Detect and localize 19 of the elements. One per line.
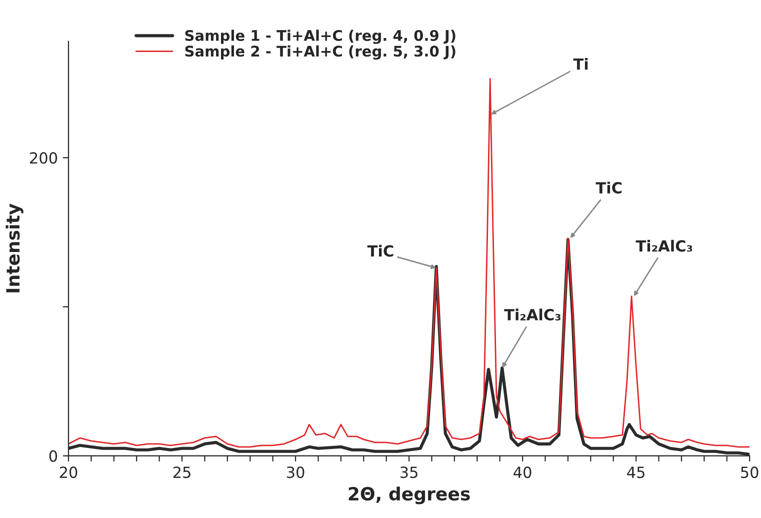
legend-label: Sample 2 - Ti+Al+C (reg. 5, 3.0 J): [185, 45, 456, 60]
x-tick-label: 40: [514, 466, 532, 478]
y-axis-title: Intensity: [6, 204, 24, 292]
x-tick-label: 50: [741, 466, 758, 478]
x-axis-title: 2Θ, degrees: [348, 486, 470, 504]
line-series: [68, 78, 750, 448]
x-tick-label: 20: [60, 466, 78, 478]
y-tick-label: 0: [49, 450, 58, 462]
x-tick-label: 25: [173, 466, 190, 478]
annotation: TiC: [596, 182, 622, 194]
annotation: Ti₂AlC₃: [636, 240, 692, 252]
y-tick-label: 200: [30, 152, 58, 164]
annotation: Ti: [573, 58, 588, 70]
x-tick-label: 45: [627, 466, 644, 478]
annotation: TiC: [367, 244, 394, 257]
x-tick-label: 30: [286, 466, 304, 478]
legend-label: Sample 1 - Ti+Al+C (reg. 4, 0.9 J): [185, 30, 456, 44]
annotation: Ti₂AlC₃: [504, 308, 561, 320]
x-tick-label: 35: [400, 466, 418, 478]
